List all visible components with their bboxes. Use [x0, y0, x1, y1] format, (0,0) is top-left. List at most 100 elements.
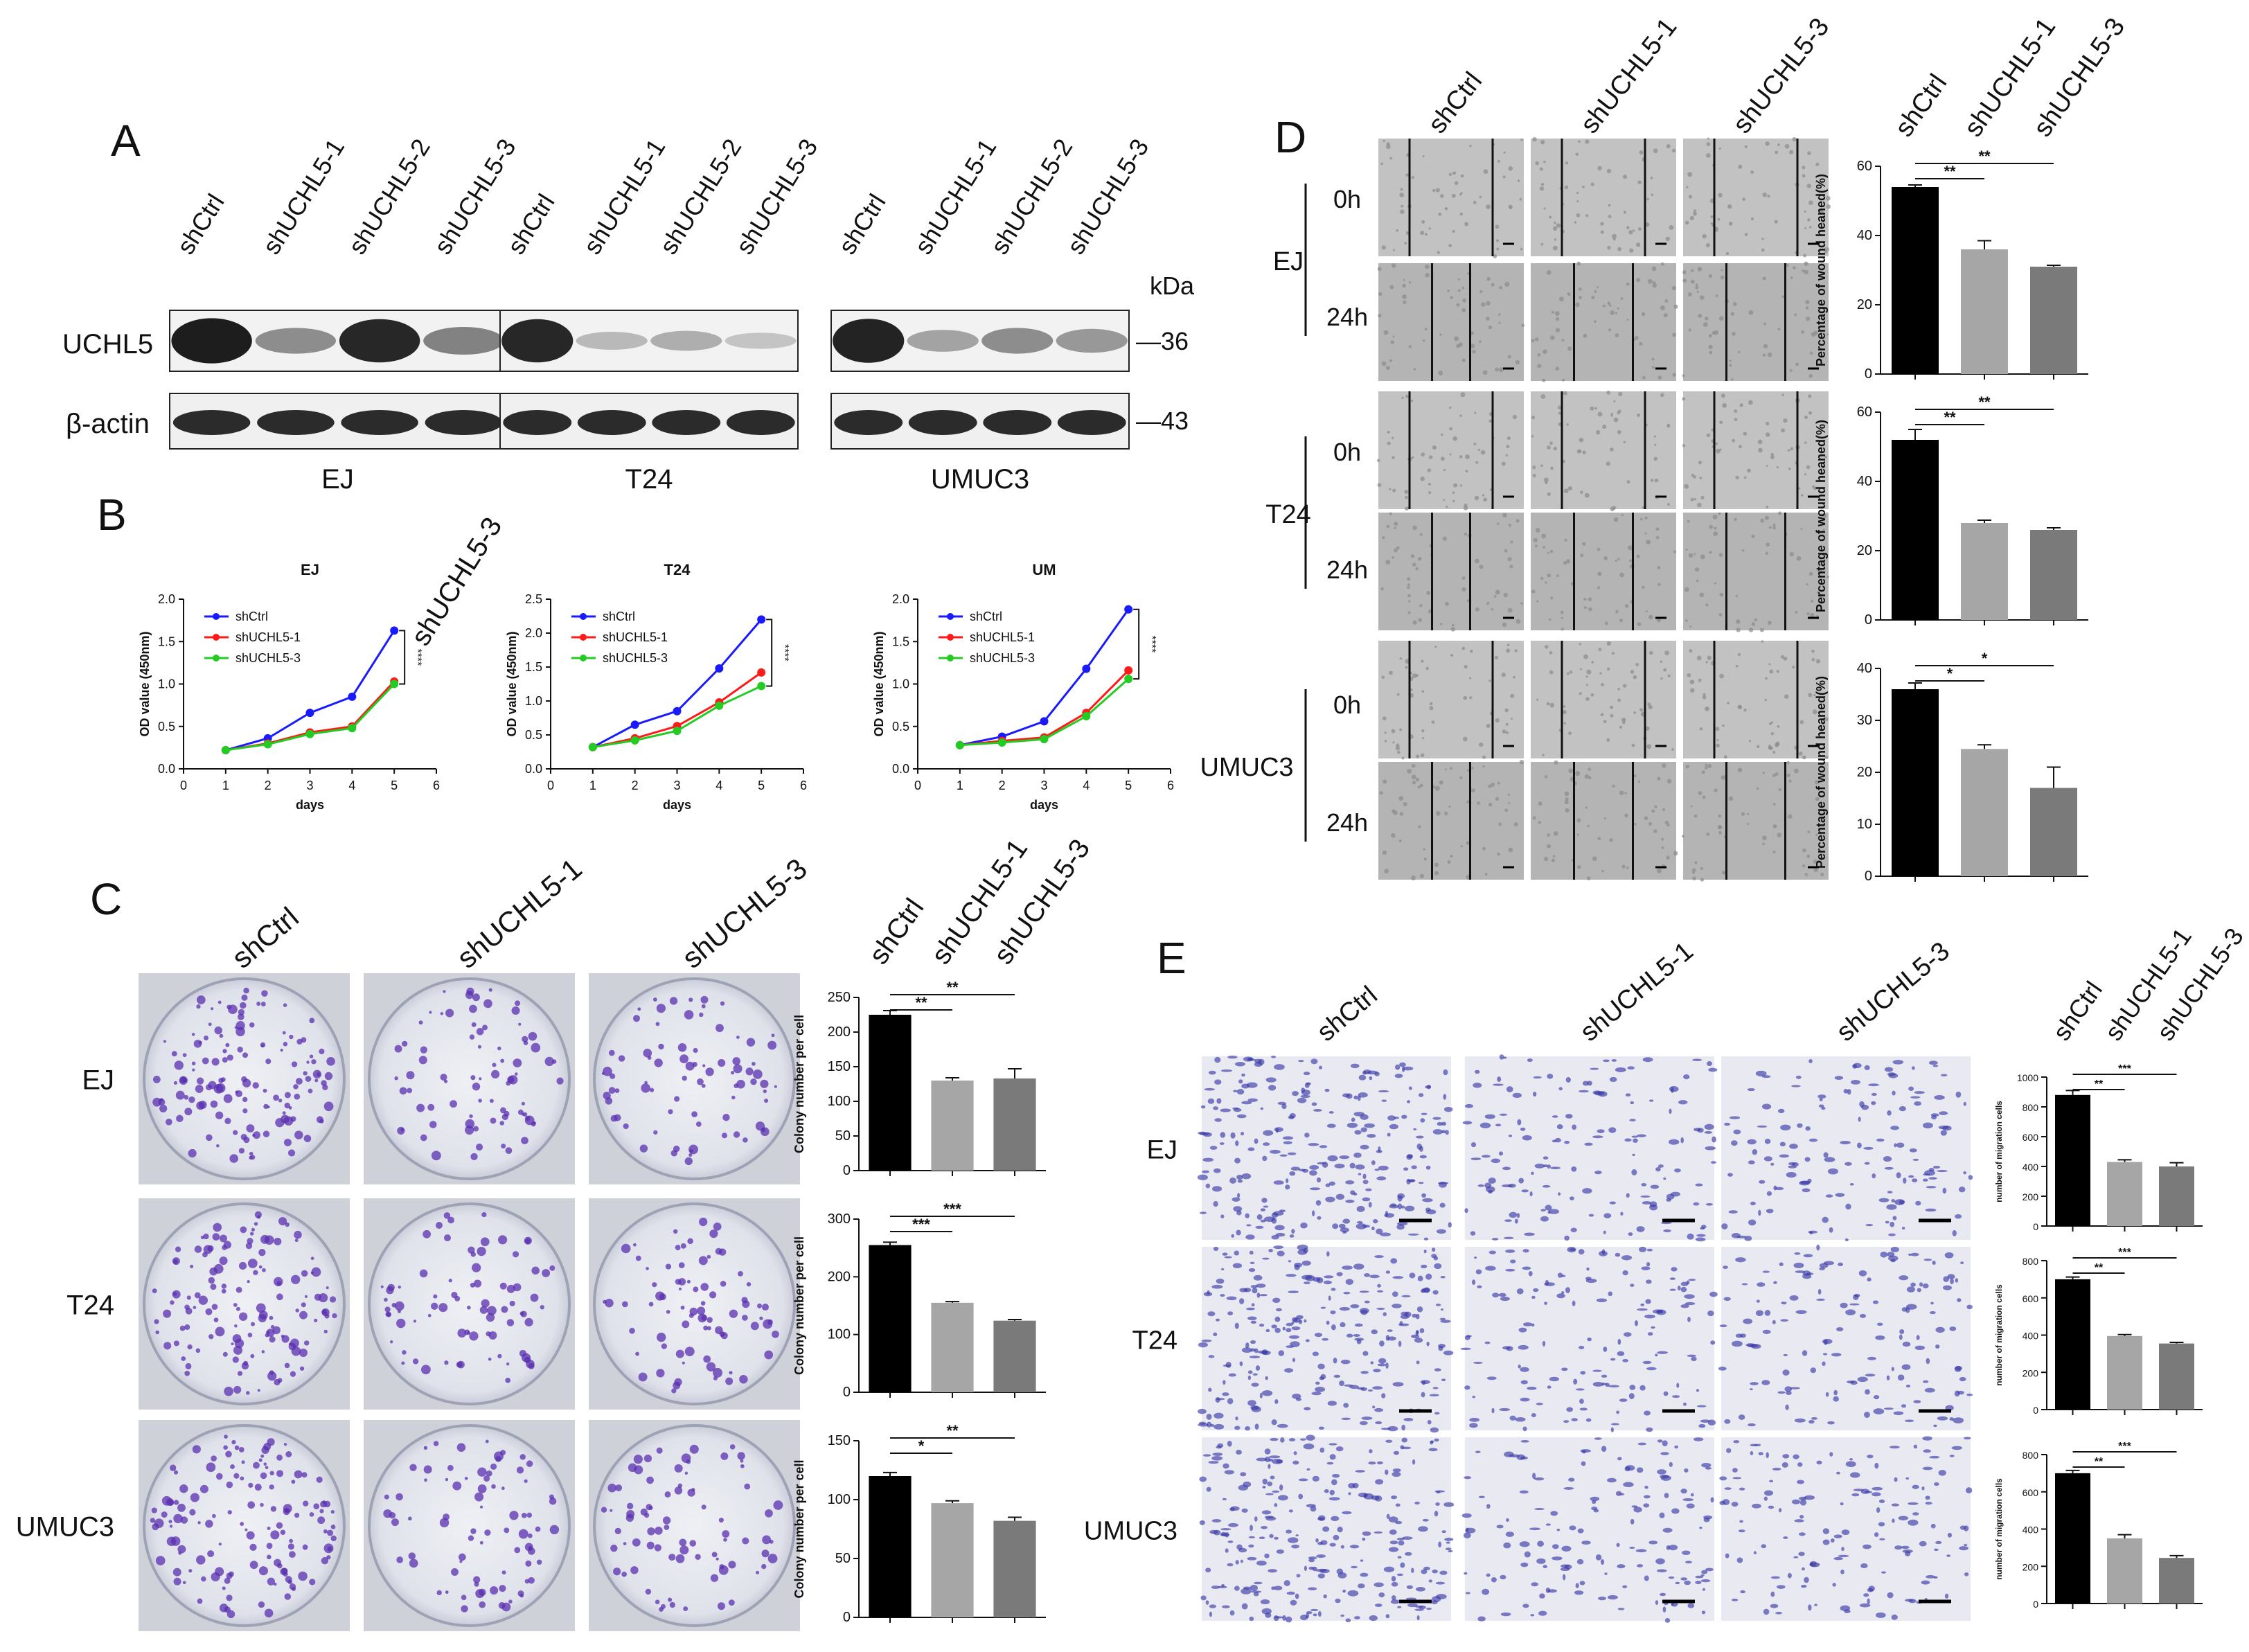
bar: [2055, 1094, 2090, 1226]
colony: [470, 1153, 478, 1161]
migrated-cell: [1629, 1547, 1635, 1549]
migrated-cell: [1795, 1270, 1806, 1273]
colony: [674, 1486, 683, 1495]
cell-speck: [1412, 456, 1414, 459]
migrated-cell: [1928, 1168, 1935, 1172]
migrated-cell: [1669, 1277, 1676, 1280]
cell-speck: [1710, 222, 1714, 225]
migrated-cell: [1531, 1171, 1534, 1175]
migrated-cell: [1253, 1592, 1259, 1597]
migrated-cell: [1621, 1255, 1633, 1261]
cell-speck: [1612, 233, 1617, 239]
cell-speck: [1734, 409, 1738, 413]
migrated-cell: [1522, 1249, 1529, 1253]
migrated-cell: [1865, 1223, 1874, 1227]
colony: [205, 1520, 213, 1528]
migrated-cell: [1808, 1059, 1813, 1064]
migrated-cell: [1335, 1598, 1341, 1604]
migrated-cell: [1311, 1392, 1322, 1396]
cell-speck: [1757, 439, 1763, 445]
bar: [1961, 249, 2008, 374]
migrated-cell: [1264, 1456, 1271, 1462]
colony: [185, 1362, 192, 1369]
colony: [192, 1068, 195, 1072]
uchl5-band: [171, 318, 252, 364]
migrated-cell: [1682, 1498, 1694, 1502]
bar: [869, 1015, 912, 1171]
cell-speck: [1639, 708, 1644, 712]
migrated-cell: [1887, 1592, 1894, 1599]
colony: [772, 1330, 779, 1338]
cell-speck: [1710, 215, 1714, 218]
colony: [177, 1545, 186, 1554]
cell-speck: [1772, 774, 1776, 777]
migrated-cell: [1888, 1233, 1896, 1236]
migrated-cell: [1666, 1545, 1671, 1550]
cell-speck: [1508, 847, 1513, 853]
cell-speck: [1462, 298, 1467, 303]
colony: [472, 1263, 481, 1272]
colony: [240, 1133, 247, 1141]
cell-speck: [1814, 780, 1820, 785]
bar: [931, 1302, 974, 1392]
migrated-cell: [1712, 1136, 1716, 1143]
cell-speck: [1610, 506, 1615, 512]
cell-speck: [1662, 763, 1666, 768]
cell-speck: [1412, 525, 1417, 531]
migrated-cell: [1392, 1304, 1402, 1308]
migrated-cell: [1444, 1538, 1454, 1541]
cell-speck: [1702, 233, 1707, 239]
colony: [412, 1358, 419, 1365]
cell-speck: [1428, 227, 1431, 230]
migrated-cell: [1294, 1264, 1300, 1270]
migrated-cell: [1260, 1599, 1270, 1605]
migrated-cell: [1435, 1581, 1446, 1585]
colony: [258, 1248, 266, 1256]
migrated-cell: [1354, 1616, 1360, 1619]
data-point: [390, 680, 399, 689]
cell-speck: [1792, 136, 1797, 142]
cell-speck: [1608, 215, 1612, 219]
colony: [643, 1049, 652, 1058]
migrated-cell: [1254, 1516, 1258, 1522]
colony: [512, 1251, 519, 1258]
migrated-cell: [1262, 1486, 1266, 1489]
cell-speck: [1385, 559, 1391, 565]
migrated-cell: [1592, 1369, 1602, 1372]
migrated-cell: [1328, 1497, 1340, 1501]
migrated-cell: [1938, 1469, 1946, 1476]
migrated-cell: [1376, 1461, 1383, 1465]
colony: [763, 1089, 767, 1094]
migrated-cell: [1629, 1119, 1636, 1122]
migrated-cell: [1921, 1580, 1930, 1585]
migrated-cell: [1793, 1262, 1804, 1268]
cell-speck: [1789, 551, 1794, 557]
x-axis-label: days: [1030, 798, 1058, 812]
actin-band: [172, 410, 251, 435]
migrated-cell: [1434, 1438, 1439, 1442]
cell-speck: [1662, 808, 1665, 811]
cell-speck: [1495, 239, 1500, 242]
cell-speck: [1402, 294, 1407, 299]
migrated-cell: [1506, 1518, 1509, 1522]
migrated-cell: [1309, 1164, 1319, 1170]
cell-speck: [1544, 775, 1548, 779]
cell-speck: [1804, 441, 1807, 445]
migrated-cell: [1644, 1495, 1651, 1499]
migrated-cell: [1908, 1086, 1914, 1092]
migrated-cell: [1804, 1495, 1815, 1500]
migrated-cell: [1325, 1196, 1335, 1202]
migrated-cell: [1827, 1168, 1838, 1175]
colony: [743, 1137, 748, 1143]
cell-speck: [1815, 180, 1818, 183]
migrated-cell: [1502, 1346, 1511, 1350]
cell-speck: [1796, 556, 1802, 561]
colony: [443, 1212, 451, 1219]
colony: [319, 1509, 324, 1513]
migrated-cell: [1381, 1099, 1387, 1102]
cell-speck: [1720, 275, 1725, 280]
migrated-cell: [1388, 1547, 1399, 1552]
colony: [329, 1296, 337, 1303]
cell-speck: [1488, 803, 1493, 807]
colony: [176, 1114, 184, 1123]
